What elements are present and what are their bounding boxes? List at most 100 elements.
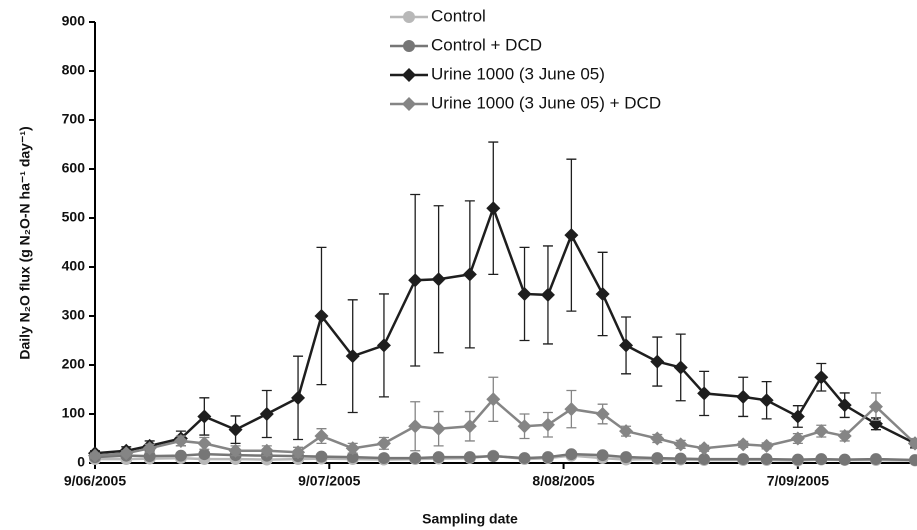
data-point <box>517 419 532 434</box>
data-point <box>408 419 423 434</box>
data-point <box>486 392 501 407</box>
data-point <box>790 431 805 446</box>
data-point <box>431 272 446 287</box>
data-point <box>815 453 828 466</box>
data-point <box>376 338 391 353</box>
data-point <box>837 429 852 444</box>
data-point <box>463 451 476 464</box>
data-point <box>651 452 664 465</box>
data-point <box>909 454 917 467</box>
data-point <box>814 370 829 385</box>
data-point <box>620 451 632 464</box>
y-tick-label: 0 <box>77 454 85 470</box>
data-point <box>650 431 665 446</box>
data-point <box>619 338 634 353</box>
data-point <box>564 402 579 417</box>
legend-label: Urine 1000 (3 June 05) + DCD <box>431 93 661 112</box>
legend-label: Urine 1000 (3 June 05) <box>431 64 605 83</box>
data-point <box>673 360 688 375</box>
data-point <box>259 443 274 458</box>
data-point <box>88 448 102 463</box>
data-point <box>790 409 805 424</box>
data-point <box>697 441 712 456</box>
data-point <box>736 389 751 404</box>
data-point <box>595 286 610 301</box>
data-point <box>487 450 500 463</box>
data-point <box>462 419 477 434</box>
data-point <box>197 436 212 451</box>
data-point <box>908 436 917 451</box>
data-point <box>345 349 360 364</box>
data-point <box>462 267 477 282</box>
data-point <box>517 286 532 301</box>
y-tick-label: 300 <box>62 307 86 323</box>
y-tick-label: 400 <box>62 258 86 274</box>
data-point <box>432 451 445 464</box>
series-line <box>94 204 916 455</box>
data-point <box>314 309 329 323</box>
data-point <box>791 453 804 466</box>
data-point <box>759 438 774 453</box>
data-point <box>345 441 360 456</box>
data-point <box>259 407 274 421</box>
data-point <box>228 443 243 458</box>
data-point <box>838 453 851 466</box>
data-point <box>198 448 211 461</box>
data-point <box>143 450 156 463</box>
y-tick-label: 100 <box>62 405 86 421</box>
data-point <box>315 450 328 463</box>
data-point <box>314 429 329 444</box>
data-point <box>650 354 665 369</box>
legend-marker <box>403 11 415 23</box>
data-point <box>759 393 774 408</box>
data-point <box>564 228 579 243</box>
data-point <box>173 433 188 448</box>
legend-marker <box>403 40 415 52</box>
legend-label: Control + DCD <box>431 35 542 54</box>
x-tick-label: 9/06/2005 <box>64 473 126 489</box>
data-point <box>518 452 531 465</box>
y-tick-label: 500 <box>62 209 86 225</box>
y-tick-label: 600 <box>62 160 86 176</box>
data-point <box>409 452 422 465</box>
data-point <box>565 448 578 461</box>
x-tick-label: 7/09/2005 <box>767 473 829 489</box>
data-point <box>674 452 687 465</box>
data-point <box>595 407 610 421</box>
y-tick-label: 900 <box>62 13 86 29</box>
data-point <box>408 273 423 288</box>
data-point <box>197 409 212 424</box>
data-point <box>698 453 711 466</box>
data-point <box>540 287 555 302</box>
data-point <box>870 453 882 466</box>
data-point <box>346 451 359 464</box>
data-point <box>542 451 554 464</box>
data-point <box>540 417 555 432</box>
data-point <box>737 453 750 466</box>
y-tick-label: 800 <box>62 62 86 78</box>
x-axis-title: Sampling date <box>422 511 518 527</box>
data-point <box>431 421 446 436</box>
data-point <box>378 452 390 465</box>
data-point <box>228 422 243 437</box>
data-point <box>174 449 187 462</box>
data-point <box>868 399 883 414</box>
data-point <box>596 449 609 462</box>
y-tick-label: 200 <box>62 356 86 372</box>
data-point <box>697 386 712 401</box>
data-point <box>291 390 306 405</box>
y-tick-label: 700 <box>62 111 86 127</box>
data-point <box>673 437 688 452</box>
series-line <box>94 397 916 457</box>
legend-marker <box>402 97 416 111</box>
legend-label: Control <box>431 6 486 25</box>
data-point <box>736 437 751 452</box>
data-point <box>142 441 157 456</box>
data-point <box>486 201 501 216</box>
x-tick-label: 9/07/2005 <box>298 473 360 489</box>
data-point <box>291 445 306 460</box>
legend-marker <box>402 68 416 82</box>
x-tick-label: 8/08/2005 <box>532 473 594 489</box>
data-point <box>619 424 634 439</box>
